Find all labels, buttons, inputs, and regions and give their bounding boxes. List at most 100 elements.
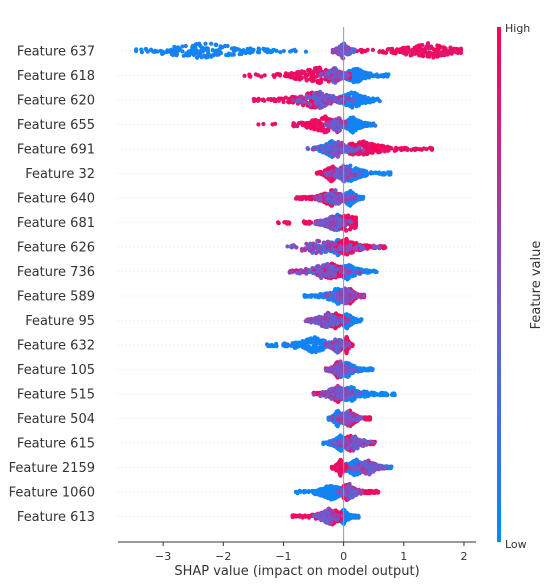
shap-point xyxy=(217,47,222,52)
shap-point xyxy=(330,264,335,270)
shap-point xyxy=(322,220,327,225)
shap-point xyxy=(380,49,385,54)
shap-point xyxy=(173,50,178,56)
shap-point xyxy=(348,91,353,96)
shap-point xyxy=(409,147,414,153)
shap-point xyxy=(301,219,307,224)
shap-point xyxy=(346,270,351,275)
shap-point xyxy=(184,51,189,56)
shap-point xyxy=(418,48,423,53)
shap-point xyxy=(283,95,288,100)
shap-point xyxy=(272,74,277,79)
shap-point xyxy=(391,50,396,55)
feature-label: Feature 632 xyxy=(17,339,95,354)
shap-point xyxy=(345,277,350,282)
shap-point xyxy=(259,74,264,79)
shap-point xyxy=(335,119,340,124)
shap-point xyxy=(256,122,261,127)
shap-point xyxy=(303,49,309,54)
shap-point xyxy=(316,293,321,298)
shap-point xyxy=(193,42,198,47)
shap-point xyxy=(274,48,279,54)
shap-point xyxy=(329,200,334,205)
shap-point xyxy=(382,244,387,249)
shap-point xyxy=(261,98,266,103)
shap-point xyxy=(299,248,305,253)
shap-point xyxy=(204,55,209,60)
shap-point xyxy=(303,72,308,77)
shap-point xyxy=(376,74,381,79)
shap-point xyxy=(424,50,429,55)
shap-point xyxy=(386,72,391,77)
feature-label: Feature 626 xyxy=(17,241,95,256)
shap-point xyxy=(324,265,330,270)
shap-point xyxy=(251,96,256,102)
shap-point xyxy=(335,199,340,204)
shap-point xyxy=(316,239,322,244)
shap-point xyxy=(365,270,371,275)
shap-point xyxy=(294,196,299,201)
shap-point xyxy=(371,99,376,104)
shap-point xyxy=(353,173,358,178)
shap-point xyxy=(318,193,323,199)
shap-point xyxy=(345,252,350,257)
shap-point xyxy=(356,79,361,84)
shap-point xyxy=(365,73,370,78)
shap-point xyxy=(376,170,382,175)
shap-point xyxy=(457,48,462,53)
shap-point xyxy=(256,50,262,55)
shap-point xyxy=(337,128,343,133)
shap-point xyxy=(335,252,340,258)
feature-label: Feature 589 xyxy=(17,290,95,305)
shap-point xyxy=(331,121,336,126)
shap-point xyxy=(452,46,457,51)
shap-point xyxy=(299,197,305,202)
shap-point xyxy=(358,96,363,101)
shap-point xyxy=(326,196,331,201)
shap-point xyxy=(350,149,355,154)
shap-point xyxy=(354,102,359,107)
shap-point xyxy=(339,193,344,199)
shap-point xyxy=(350,97,355,102)
shap-point xyxy=(333,172,338,178)
shap-point xyxy=(330,241,335,246)
shap-point xyxy=(318,198,323,203)
shap-point xyxy=(278,50,283,55)
shap-point xyxy=(299,75,304,81)
feature-label: Feature 736 xyxy=(17,265,95,280)
shap-point xyxy=(144,48,149,53)
shap-point xyxy=(304,195,309,201)
shap-point xyxy=(346,194,351,199)
shap-point xyxy=(416,43,421,48)
shap-point xyxy=(323,273,329,278)
shap-point xyxy=(308,241,313,247)
shap-point xyxy=(361,139,366,144)
shap-point xyxy=(355,294,360,300)
shap-point xyxy=(168,47,174,52)
shap-point xyxy=(290,94,295,99)
feature-label: Feature 681 xyxy=(17,216,95,231)
shap-point xyxy=(286,99,291,105)
shap-point xyxy=(312,195,317,200)
shap-point xyxy=(371,121,376,126)
shap-point xyxy=(447,48,452,53)
shap-point xyxy=(265,50,270,55)
shap-point xyxy=(319,145,324,151)
shap-point xyxy=(281,48,286,54)
shap-point xyxy=(242,73,247,78)
shap-point xyxy=(337,223,342,229)
shap-point xyxy=(358,47,363,53)
shap-point xyxy=(180,49,185,54)
shap-point xyxy=(256,73,261,78)
shap-point xyxy=(328,69,333,74)
shap-point xyxy=(315,272,320,278)
shap-point xyxy=(134,47,139,52)
shap-point xyxy=(355,74,360,79)
shap-point xyxy=(311,147,316,152)
shap-point xyxy=(218,44,223,49)
shap-point xyxy=(374,97,379,102)
shap-point xyxy=(274,72,279,77)
feature-label: Feature 105 xyxy=(17,363,95,378)
shap-point xyxy=(299,95,304,100)
